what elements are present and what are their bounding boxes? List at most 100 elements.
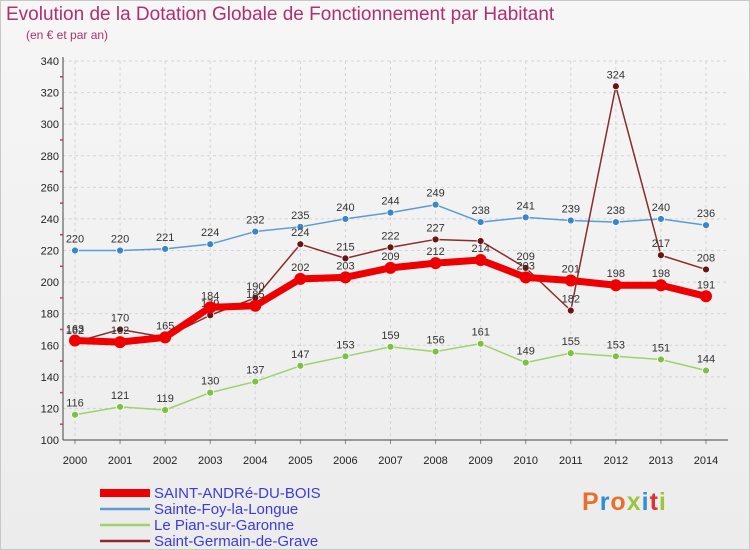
data-point xyxy=(341,352,350,361)
data-label: 147 xyxy=(291,349,309,361)
data-label: 165 xyxy=(156,320,174,332)
data-label: 182 xyxy=(562,294,580,306)
data-point xyxy=(702,265,710,274)
x-tick-label: 2007 xyxy=(378,455,402,467)
data-point xyxy=(521,213,530,222)
chart-subtitle: (en € et par an) xyxy=(26,28,109,42)
data-point xyxy=(251,377,260,386)
y-tick-label: 280 xyxy=(41,151,59,163)
logo-letter: i xyxy=(658,488,667,516)
x-tick-label: 2008 xyxy=(423,455,447,467)
data-label: 214 xyxy=(471,243,489,255)
data-label: 208 xyxy=(697,252,715,264)
data-point xyxy=(431,200,440,209)
data-label: 119 xyxy=(156,393,174,405)
data-label: 155 xyxy=(562,336,580,348)
data-label: 201 xyxy=(562,264,580,276)
data-point xyxy=(611,352,620,361)
data-label: 161 xyxy=(471,327,489,339)
data-label: 149 xyxy=(517,346,535,358)
logo-letter: o xyxy=(610,488,627,516)
data-point xyxy=(519,271,532,284)
data-point xyxy=(386,342,395,351)
legend-label: SAINT-ANDRé-DU-BOIS xyxy=(154,485,321,502)
data-point xyxy=(702,366,710,375)
data-point xyxy=(431,235,440,244)
data-label: 324 xyxy=(607,69,625,81)
data-point xyxy=(564,274,577,287)
x-tick-label: 2004 xyxy=(243,455,267,467)
data-label: 162 xyxy=(66,325,84,337)
data-point xyxy=(341,254,350,263)
x-tick-label: 2010 xyxy=(513,455,537,467)
data-point xyxy=(251,227,260,236)
data-point xyxy=(611,82,620,91)
data-label: 191 xyxy=(697,279,715,291)
data-point xyxy=(654,279,667,292)
data-label: 224 xyxy=(201,227,219,239)
data-label: 170 xyxy=(111,312,129,324)
data-label: 232 xyxy=(246,215,264,227)
data-point xyxy=(161,406,170,414)
series-le-pian-sur-garonne: 116 121 119 130 137 147 153 159 156 161 149 155 153 1… xyxy=(66,327,715,419)
data-point xyxy=(476,218,485,226)
data-label: 198 xyxy=(607,268,625,280)
data-label: 238 xyxy=(607,205,625,217)
chart-title: Evolution de la Dotation Globale de Fonc… xyxy=(6,4,555,25)
y-tick-label: 160 xyxy=(41,340,59,352)
logo-letter: t xyxy=(649,488,659,516)
y-tick-label: 320 xyxy=(41,88,59,100)
data-point xyxy=(700,290,712,303)
data-label: 221 xyxy=(156,232,174,244)
data-point xyxy=(429,257,442,270)
data-label: 203 xyxy=(517,260,535,272)
data-point xyxy=(702,221,710,230)
data-point xyxy=(521,358,530,367)
data-label: 190 xyxy=(246,281,264,293)
data-point xyxy=(296,240,305,249)
x-tick-label: 2014 xyxy=(694,455,718,467)
data-label: 153 xyxy=(336,339,354,351)
data-point xyxy=(114,336,127,349)
data-label: 240 xyxy=(652,202,670,214)
data-point xyxy=(71,246,79,255)
data-point xyxy=(159,331,172,344)
data-label: 217 xyxy=(652,238,670,250)
y-tick-label: 140 xyxy=(41,372,59,384)
logo-letter: r xyxy=(599,488,611,516)
y-tick-label: 180 xyxy=(41,309,59,321)
data-point xyxy=(71,410,79,419)
data-point xyxy=(431,347,440,356)
data-label: 116 xyxy=(66,398,84,410)
data-point xyxy=(386,243,395,252)
data-label: 249 xyxy=(426,188,444,200)
data-label: 202 xyxy=(291,262,309,274)
data-label: 121 xyxy=(111,390,129,402)
logo-letter: i xyxy=(641,488,650,516)
x-tick-label: 2001 xyxy=(108,455,132,467)
x-tick-label: 2000 xyxy=(63,455,87,467)
data-point xyxy=(294,272,307,285)
data-label: 156 xyxy=(426,335,444,347)
data-label: 209 xyxy=(517,251,535,263)
data-point xyxy=(384,261,397,274)
data-point xyxy=(341,215,350,223)
data-point xyxy=(566,349,575,358)
data-point xyxy=(474,253,487,266)
data-point xyxy=(296,361,305,370)
data-point xyxy=(657,355,665,364)
y-tick-label: 260 xyxy=(41,182,59,194)
data-point xyxy=(386,208,395,217)
data-label: 222 xyxy=(381,230,399,242)
data-label: 162 xyxy=(111,325,129,337)
data-point xyxy=(657,251,665,260)
data-label: 184 xyxy=(201,290,219,302)
y-tick-label: 240 xyxy=(41,214,59,226)
data-point xyxy=(476,339,485,348)
x-tick-label: 2012 xyxy=(604,455,628,467)
data-point xyxy=(566,306,575,315)
data-label: 209 xyxy=(381,251,399,263)
data-label: 198 xyxy=(652,268,670,280)
legend-label: Le Pian-sur-Garonne xyxy=(154,517,294,534)
